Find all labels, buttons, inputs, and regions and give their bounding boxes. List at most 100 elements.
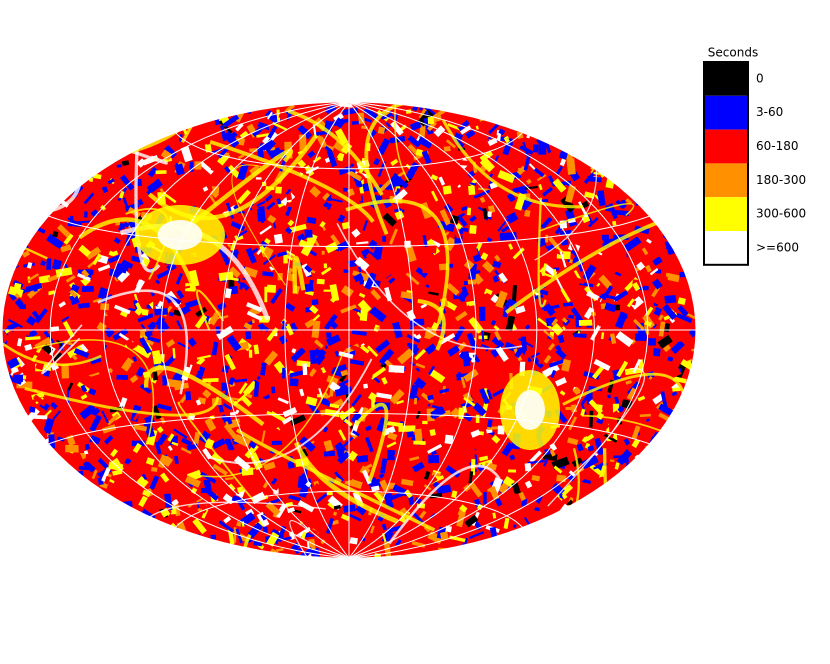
- exposure-patch: [324, 144, 335, 151]
- exposure-patch: [545, 259, 555, 267]
- exposure-patch: [471, 449, 485, 457]
- scan-arc: [2, 246, 102, 366]
- exposure-patch: [40, 156, 51, 167]
- exposure-patch: [147, 336, 161, 344]
- exposure-patch: [2, 173, 8, 187]
- exposure-patch: [561, 358, 572, 372]
- exposure-patch: [23, 430, 36, 443]
- exposure-patch: [636, 187, 642, 192]
- exposure-patch: [609, 459, 615, 463]
- exposure-patch: [262, 254, 277, 265]
- exposure-patch: [157, 300, 164, 308]
- exposure-patch: [421, 163, 430, 172]
- exposure-patch: [136, 476, 149, 488]
- exposure-patch: [25, 336, 41, 341]
- exposure-patch: [218, 520, 234, 533]
- exposure-patch: [42, 417, 55, 435]
- exposure-patch: [282, 367, 286, 379]
- exposure-patch: [565, 406, 572, 411]
- exposure-patch: [670, 340, 685, 355]
- exposure-patch: [351, 393, 362, 407]
- exposure-patch: [651, 515, 660, 523]
- exposure-patch: [221, 364, 230, 374]
- exposure-patch: [297, 159, 307, 169]
- legend-swatch: [704, 163, 748, 198]
- exposure-patch: [552, 178, 567, 193]
- exposure-patch: [664, 240, 676, 256]
- exposure-patch: [334, 386, 353, 397]
- exposure-patch: [393, 447, 405, 459]
- exposure-patch: [15, 135, 22, 141]
- exposure-patch: [47, 290, 56, 296]
- exposure-patch: [212, 438, 226, 450]
- exposure-patch: [43, 330, 56, 345]
- exposure-patch: [160, 149, 173, 161]
- exposure-patch: [659, 515, 667, 525]
- exposure-patch: [379, 179, 392, 192]
- exposure-patch: [50, 401, 58, 410]
- exposure-patch: [20, 329, 31, 336]
- exposure-patch: [474, 260, 485, 275]
- exposure-patch: [245, 138, 261, 148]
- exposure-patch: [377, 137, 391, 155]
- exposure-patch: [672, 376, 687, 384]
- exposure-patch: [281, 430, 288, 436]
- exposure-patch: [275, 186, 282, 194]
- exposure-patch: [516, 165, 527, 176]
- exposure-patch: [410, 354, 417, 365]
- scan-arc: [644, 445, 696, 529]
- exposure-patch: [2, 408, 11, 423]
- exposure-patch: [432, 471, 441, 478]
- exposure-patch: [617, 405, 625, 413]
- exposure-patch: [426, 329, 438, 339]
- exposure-patch: [408, 496, 415, 506]
- exposure-patch: [9, 474, 23, 481]
- exposure-patch: [45, 480, 55, 489]
- exposure-patch: [80, 393, 88, 400]
- exposure-patch: [60, 525, 66, 533]
- exposure-patch: [660, 431, 677, 445]
- bright-region: [515, 390, 545, 430]
- exposure-patch: [30, 458, 39, 475]
- exposure-patch: [6, 322, 19, 331]
- exposure-patch: [234, 409, 240, 415]
- legend-swatch: [704, 129, 748, 164]
- exposure-patch: [18, 119, 27, 128]
- exposure-patch: [283, 115, 288, 126]
- exposure-patch: [311, 320, 321, 339]
- exposure-patch: [246, 302, 263, 313]
- exposure-patch: [145, 551, 157, 558]
- exposure-patch: [5, 232, 16, 242]
- exposure-patch: [486, 389, 493, 400]
- exposure-patch: [479, 388, 490, 405]
- exposure-patch: [345, 173, 356, 183]
- exposure-patch: [506, 192, 516, 203]
- exposure-patch: [79, 507, 84, 510]
- exposure-patch: [658, 551, 664, 558]
- exposure-patch: [297, 124, 313, 140]
- exposure-patch: [146, 179, 160, 195]
- exposure-patch: [51, 259, 62, 271]
- exposure-patch: [5, 206, 14, 219]
- exposure-patch: [407, 344, 420, 356]
- exposure-patch: [172, 471, 179, 480]
- exposure-patch: [91, 469, 98, 480]
- exposure-patch: [55, 515, 59, 524]
- exposure-patch: [469, 182, 477, 186]
- exposure-patch: [512, 118, 519, 125]
- exposure-patch: [494, 330, 502, 341]
- exposure-patch: [95, 198, 103, 205]
- exposure-patch: [38, 274, 51, 284]
- exposure-patch: [455, 310, 468, 322]
- exposure-patch: [426, 517, 432, 523]
- exposure-patch: [502, 493, 520, 499]
- exposure-patch: [79, 343, 89, 354]
- exposure-patch: [578, 319, 593, 326]
- exposure-patch: [393, 252, 402, 263]
- exposure-patch: [165, 339, 176, 348]
- exposure-patch: [236, 391, 250, 403]
- exposure-patch: [78, 244, 91, 257]
- exposure-patch: [645, 418, 650, 423]
- exposure-patch: [25, 183, 32, 190]
- exposure-patch: [660, 390, 668, 408]
